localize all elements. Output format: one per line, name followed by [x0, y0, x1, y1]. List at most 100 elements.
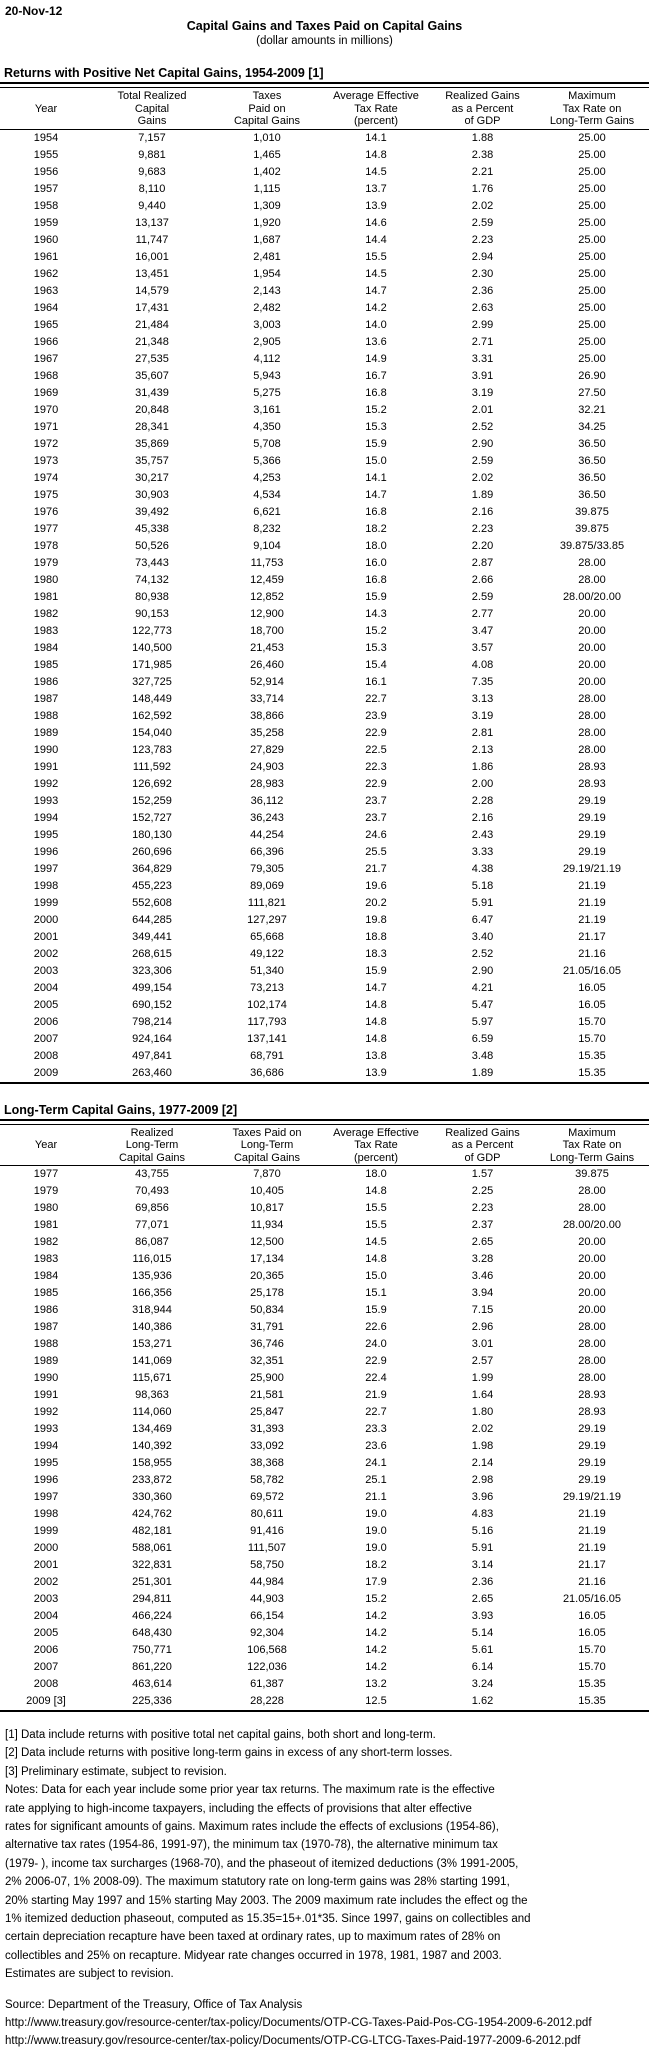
- table-cell: 68,791: [250, 1049, 284, 1062]
- table-cell: 35,757: [135, 454, 169, 467]
- document-date: 20-Nov-12: [5, 4, 63, 18]
- table-row: 1989 141,069 32,351 22.9 2.57 28.00: [0, 1353, 649, 1370]
- table-cell: 28.00: [578, 692, 606, 705]
- table-cell: 1971: [33, 420, 59, 433]
- table-cell: 65,668: [250, 930, 284, 943]
- table-cell: 11,934: [250, 1219, 284, 1231]
- table-cell: 127,297: [247, 913, 287, 926]
- table-cell: 122,036: [247, 1661, 287, 1673]
- table-row: 1985 166,356 25,178 15.1 3.94 20.00: [0, 1285, 649, 1302]
- table-cell: 1999: [33, 896, 59, 909]
- positive-net-capital-gains-table: Year Total Realized Capital Gains Taxes Paid …: [0, 87, 649, 1084]
- table-cell: 10,817: [250, 1202, 284, 1214]
- table-cell: 28.00: [578, 1202, 606, 1214]
- table-cell: 25.00: [578, 199, 606, 212]
- note-line: collectibles and 25% on recapture. Midye…: [5, 1949, 502, 1962]
- table-cell: 58,750: [250, 1559, 284, 1571]
- table-cell: 1979: [33, 1185, 59, 1197]
- table-cell: 51,340: [250, 964, 284, 977]
- column-header: Taxes Paid on Capital Gains: [212, 87, 322, 130]
- table-cell: 80,938: [135, 590, 169, 603]
- table-cell: 141,069: [132, 1355, 172, 1367]
- table-cell: 14.2: [365, 301, 387, 314]
- table-cell: 330,360: [132, 1491, 172, 1503]
- table-row: 1961 16,001 2,481 15.5 2.94 25.00: [0, 249, 649, 266]
- table-cell: 1959: [33, 216, 59, 229]
- table-cell: 1986: [33, 675, 59, 688]
- table-cell: 180,130: [132, 828, 172, 841]
- table-cell: 2005: [33, 998, 59, 1011]
- table-cell: 2004: [33, 1610, 59, 1622]
- table-cell: 24.1: [365, 1457, 387, 1469]
- table-cell: 1997: [33, 1491, 59, 1503]
- table-cell: 137,141: [247, 1032, 287, 1045]
- table-cell: 16.8: [365, 573, 387, 586]
- table-cell: 2004: [33, 981, 59, 994]
- table-cell: 44,254: [250, 828, 284, 841]
- table-cell: 1,687: [253, 233, 281, 246]
- note-line: [3] Preliminary estimate, subject to rev…: [5, 1765, 227, 1778]
- table-cell: 39.875: [575, 505, 609, 518]
- table-cell: 25,178: [250, 1287, 284, 1299]
- table-cell: 1972: [33, 437, 59, 450]
- table-cell: 3.31: [471, 352, 494, 365]
- table-row: 1989 154,040 35,258 22.9 2.81 28.00: [0, 725, 649, 742]
- table-cell: 2.37: [471, 1219, 494, 1231]
- table-cell: 3.46: [471, 1270, 494, 1282]
- table-row: 1954 7,157 1,010 14.1 1.88 25.00: [0, 129, 649, 147]
- table-cell: 29.19: [578, 1474, 606, 1486]
- table-cell: 1.64: [471, 1389, 494, 1401]
- table-cell: 28.93: [578, 1389, 606, 1401]
- table-cell: 1991: [33, 760, 59, 773]
- table-cell: 24,903: [250, 760, 284, 773]
- table-cell: 1992: [33, 777, 59, 790]
- section-heading-positive-net-capital-gains: Returns with Positive Net Capital Gains,…: [0, 65, 649, 84]
- table-cell: 5.61: [471, 1644, 494, 1656]
- table-cell: 16.8: [365, 505, 387, 518]
- table-cell: 2.38: [471, 148, 494, 161]
- table-row: 2009 [3] 225,336 28,228 12.5 1.62 15.35: [0, 1693, 649, 1711]
- table-cell: 12.5: [365, 1695, 387, 1707]
- table-row: 1980 74,132 12,459 16.8 2.66 28.00: [0, 572, 649, 589]
- source-line: Source: Department of the Treasury, Offi…: [5, 1998, 303, 2011]
- table-cell: 1975: [33, 488, 59, 501]
- table-cell: 22.5: [365, 743, 387, 756]
- table-cell: 6.14: [471, 1661, 494, 1673]
- table-cell: 28.00: [578, 1321, 606, 1333]
- table-cell: 35,258: [250, 726, 284, 739]
- table-cell: 25.00: [578, 352, 606, 365]
- page-subtitle: (dollar amounts in millions): [256, 35, 393, 47]
- table-cell: 23.9: [365, 709, 387, 722]
- table-cell: 3.91: [471, 369, 494, 382]
- table-cell: 25.00: [578, 284, 606, 297]
- table-cell: 1954: [33, 131, 59, 144]
- table-cell: 15.35: [578, 1066, 606, 1079]
- table-cell: 28.00: [578, 1338, 606, 1350]
- table-row: 2001 322,831 58,750 18.2 3.14 21.17: [0, 1557, 649, 1574]
- table-cell: 1988: [33, 1338, 59, 1350]
- table-cell: 32.21: [578, 403, 606, 416]
- table-cell: 327,725: [132, 675, 172, 688]
- table-cell: 2.30: [471, 267, 494, 280]
- table-row: 2007 924,164 137,141 14.8 6.59 15.70: [0, 1031, 649, 1048]
- table-cell: 14.8: [365, 148, 387, 161]
- table-cell: 318,944: [132, 1304, 172, 1316]
- table-row: 1975 30,903 4,534 14.7 1.89 36.50: [0, 487, 649, 504]
- table-cell: 1.86: [471, 760, 494, 773]
- table-cell: 1965: [33, 318, 59, 331]
- table-row: 1992 114,060 25,847 22.7 1.80 28.93: [0, 1404, 649, 1421]
- table-cell: 89,069: [250, 879, 284, 892]
- table-cell: 3.14: [471, 1559, 494, 1571]
- table-cell: 1987: [33, 692, 59, 705]
- table-cell: 2.94: [471, 250, 494, 263]
- table-cell: 1983: [33, 1253, 59, 1265]
- table-cell: 5.91: [471, 1542, 494, 1554]
- table-row: 1988 153,271 36,746 24.0 3.01 28.00: [0, 1336, 649, 1353]
- column-header: Year: [0, 87, 92, 130]
- table-cell: 25.00: [578, 131, 606, 144]
- table-cell: 12,459: [250, 573, 284, 586]
- table-row: 1986 327,725 52,914 16.1 7.35 20.00: [0, 674, 649, 691]
- table-cell: 1969: [33, 386, 59, 399]
- table-cell: 21,348: [135, 335, 169, 348]
- table-cell: 1988: [33, 709, 59, 722]
